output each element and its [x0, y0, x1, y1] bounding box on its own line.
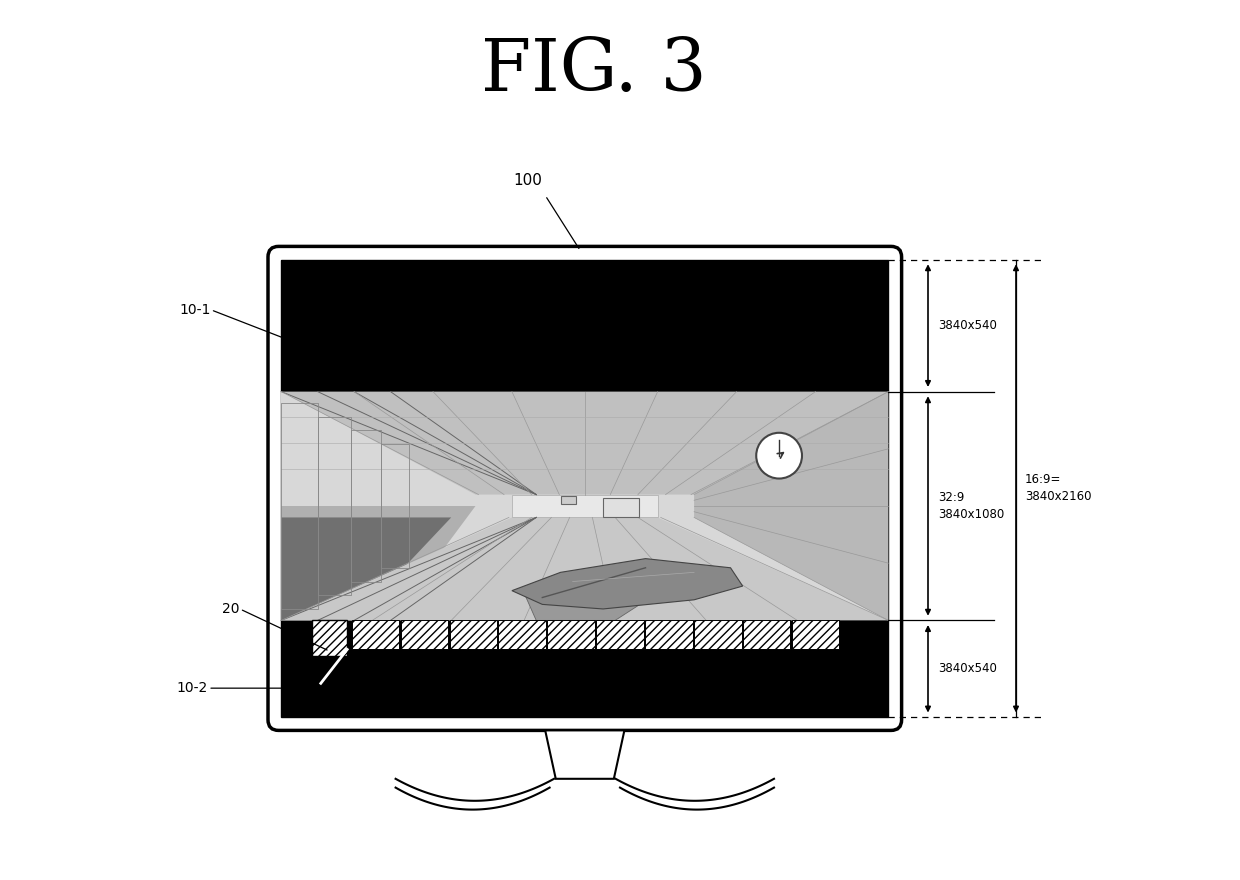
Bar	[281, 620, 888, 717]
Polygon shape	[694, 392, 888, 620]
Text: 10-2: 10-2	[177, 681, 208, 695]
Bar	[596, 620, 644, 649]
Text: FIG. 3: FIG. 3	[481, 35, 707, 106]
Bar	[281, 403, 317, 609]
Polygon shape	[281, 517, 451, 620]
Bar	[547, 620, 595, 649]
FancyBboxPatch shape	[268, 246, 901, 730]
Text: 20: 20	[222, 602, 239, 616]
Bar	[281, 260, 888, 392]
Polygon shape	[512, 559, 743, 609]
Bar	[694, 620, 742, 649]
Bar	[743, 620, 790, 649]
Circle shape	[756, 433, 802, 479]
Bar	[560, 495, 575, 503]
Polygon shape	[546, 730, 625, 779]
Polygon shape	[281, 517, 888, 620]
Bar	[352, 620, 399, 649]
Bar	[281, 392, 888, 620]
Text: 3840x540: 3840x540	[939, 319, 997, 332]
Bar	[603, 498, 640, 517]
Bar	[645, 620, 693, 649]
Text: 16:9=
3840x2160: 16:9= 3840x2160	[1024, 473, 1091, 503]
Bar	[792, 620, 839, 649]
Bar	[401, 620, 448, 649]
Polygon shape	[525, 579, 657, 620]
Polygon shape	[512, 495, 657, 517]
Text: 10-1: 10-1	[180, 303, 211, 317]
Text: 32:9
3840x1080: 32:9 3840x1080	[939, 491, 1004, 521]
Text: 100: 100	[513, 172, 542, 188]
Bar	[281, 260, 888, 717]
Bar	[351, 430, 382, 582]
Bar	[498, 620, 546, 649]
Polygon shape	[281, 506, 475, 620]
Text: 3840x540: 3840x540	[939, 663, 997, 675]
Polygon shape	[281, 392, 888, 495]
Bar	[312, 620, 347, 656]
Bar	[317, 417, 351, 595]
Bar	[450, 620, 497, 649]
Bar	[382, 444, 409, 568]
